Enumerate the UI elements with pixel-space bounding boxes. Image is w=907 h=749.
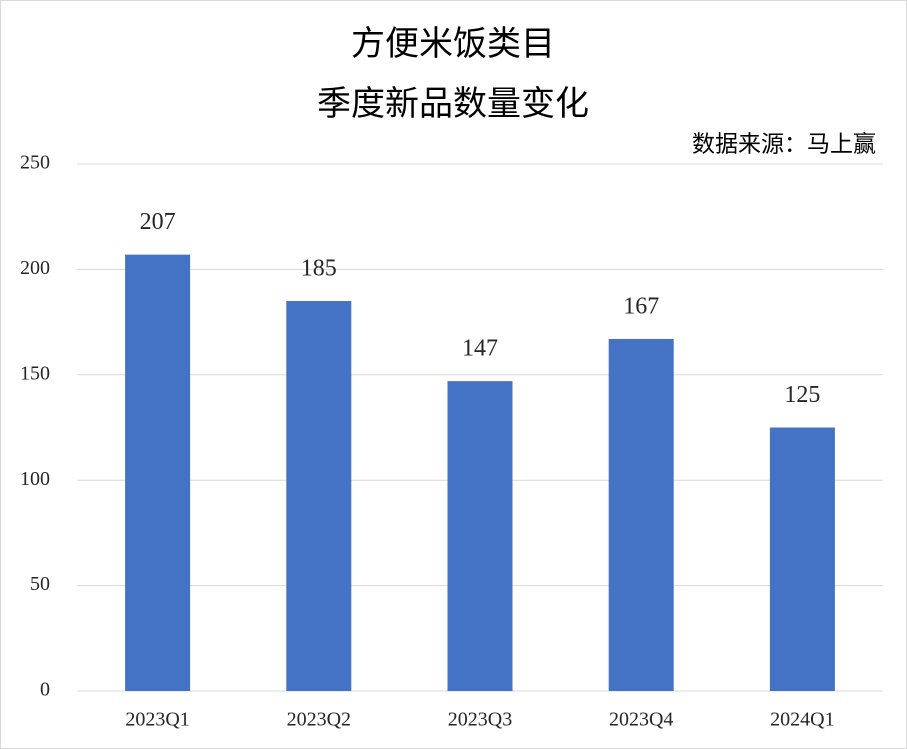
data-label: 207: [140, 209, 176, 235]
bar: [608, 338, 674, 691]
y-tick-label: 250: [20, 152, 50, 174]
x-tick-label: 2023Q3: [448, 709, 512, 731]
chart-subtitle: 季度新品数量变化: [317, 85, 589, 123]
y-tick-label: 50: [30, 573, 50, 595]
data-label: 147: [462, 336, 498, 362]
data-label: 125: [784, 382, 820, 408]
bar: [447, 381, 513, 691]
bar: [286, 301, 352, 691]
source-note: 数据来源：马上赢: [692, 131, 876, 156]
chart-title: 方便米饭类目: [351, 25, 555, 63]
bar: [769, 427, 835, 691]
y-tick-label: 0: [40, 679, 50, 701]
data-label: 185: [301, 256, 337, 282]
x-tick-label: 2024Q1: [770, 709, 834, 731]
x-tick-label: 2023Q2: [287, 709, 351, 731]
y-tick-label: 200: [20, 257, 50, 279]
x-tick-label: 2023Q4: [609, 709, 673, 731]
data-label: 167: [623, 293, 659, 319]
x-tick-label: 2023Q1: [125, 709, 189, 731]
y-tick-label: 150: [20, 362, 50, 384]
y-tick-label: 100: [20, 468, 50, 490]
bar: [125, 254, 191, 692]
